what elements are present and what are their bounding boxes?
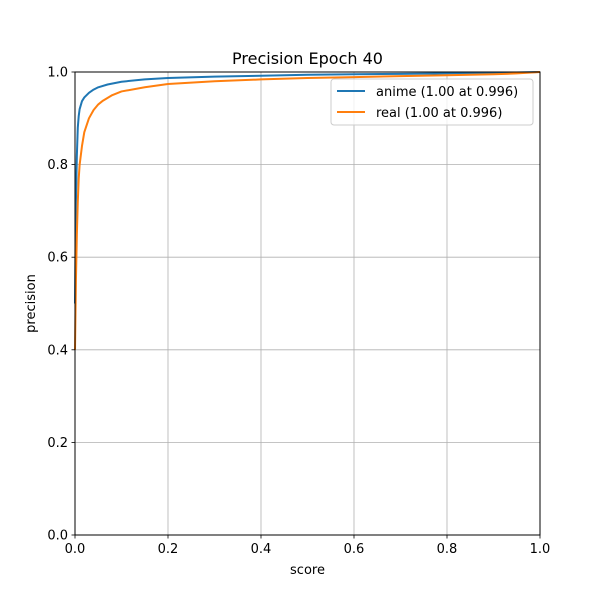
x-axis-label: score [290, 563, 325, 578]
x-tick-label: 0.0 [65, 542, 86, 557]
series-lines [74, 71, 541, 350]
x-tick-label: 0.8 [437, 542, 458, 557]
x-tick-label: 0.4 [251, 542, 272, 557]
plot-frame [74, 71, 541, 536]
y-tick-label: 0.2 [47, 436, 68, 451]
legend-label-real: real (1.00 at 0.996) [376, 106, 502, 121]
legend: anime (1.00 at 0.996) real (1.00 at 0.99… [330, 78, 534, 126]
series-line-real [74, 71, 541, 350]
y-tick-label: 0.6 [47, 251, 68, 266]
legend-box [330, 78, 534, 126]
x-tick-label: 0.6 [344, 542, 365, 557]
y-tick-label: 0.8 [47, 158, 68, 173]
y-tick-label: 0.0 [47, 529, 68, 544]
axis-ticks: 0.0 0.2 0.4 0.6 0.8 1.0 0.0 0.2 0.4 0.6 0.8 1.0 [47, 66, 550, 558]
x-tick-label: 0.2 [158, 542, 179, 557]
y-axis-label: precision [24, 274, 39, 333]
legend-label-anime: anime (1.00 at 0.996) [376, 85, 518, 100]
series-line-anime [74, 71, 541, 304]
chart-title: Precision Epoch 40 [232, 49, 383, 68]
x-tick-label: 1.0 [530, 542, 551, 557]
y-tick-label: 0.4 [47, 343, 68, 358]
grid [74, 71, 541, 536]
y-tick-label: 1.0 [47, 66, 68, 81]
